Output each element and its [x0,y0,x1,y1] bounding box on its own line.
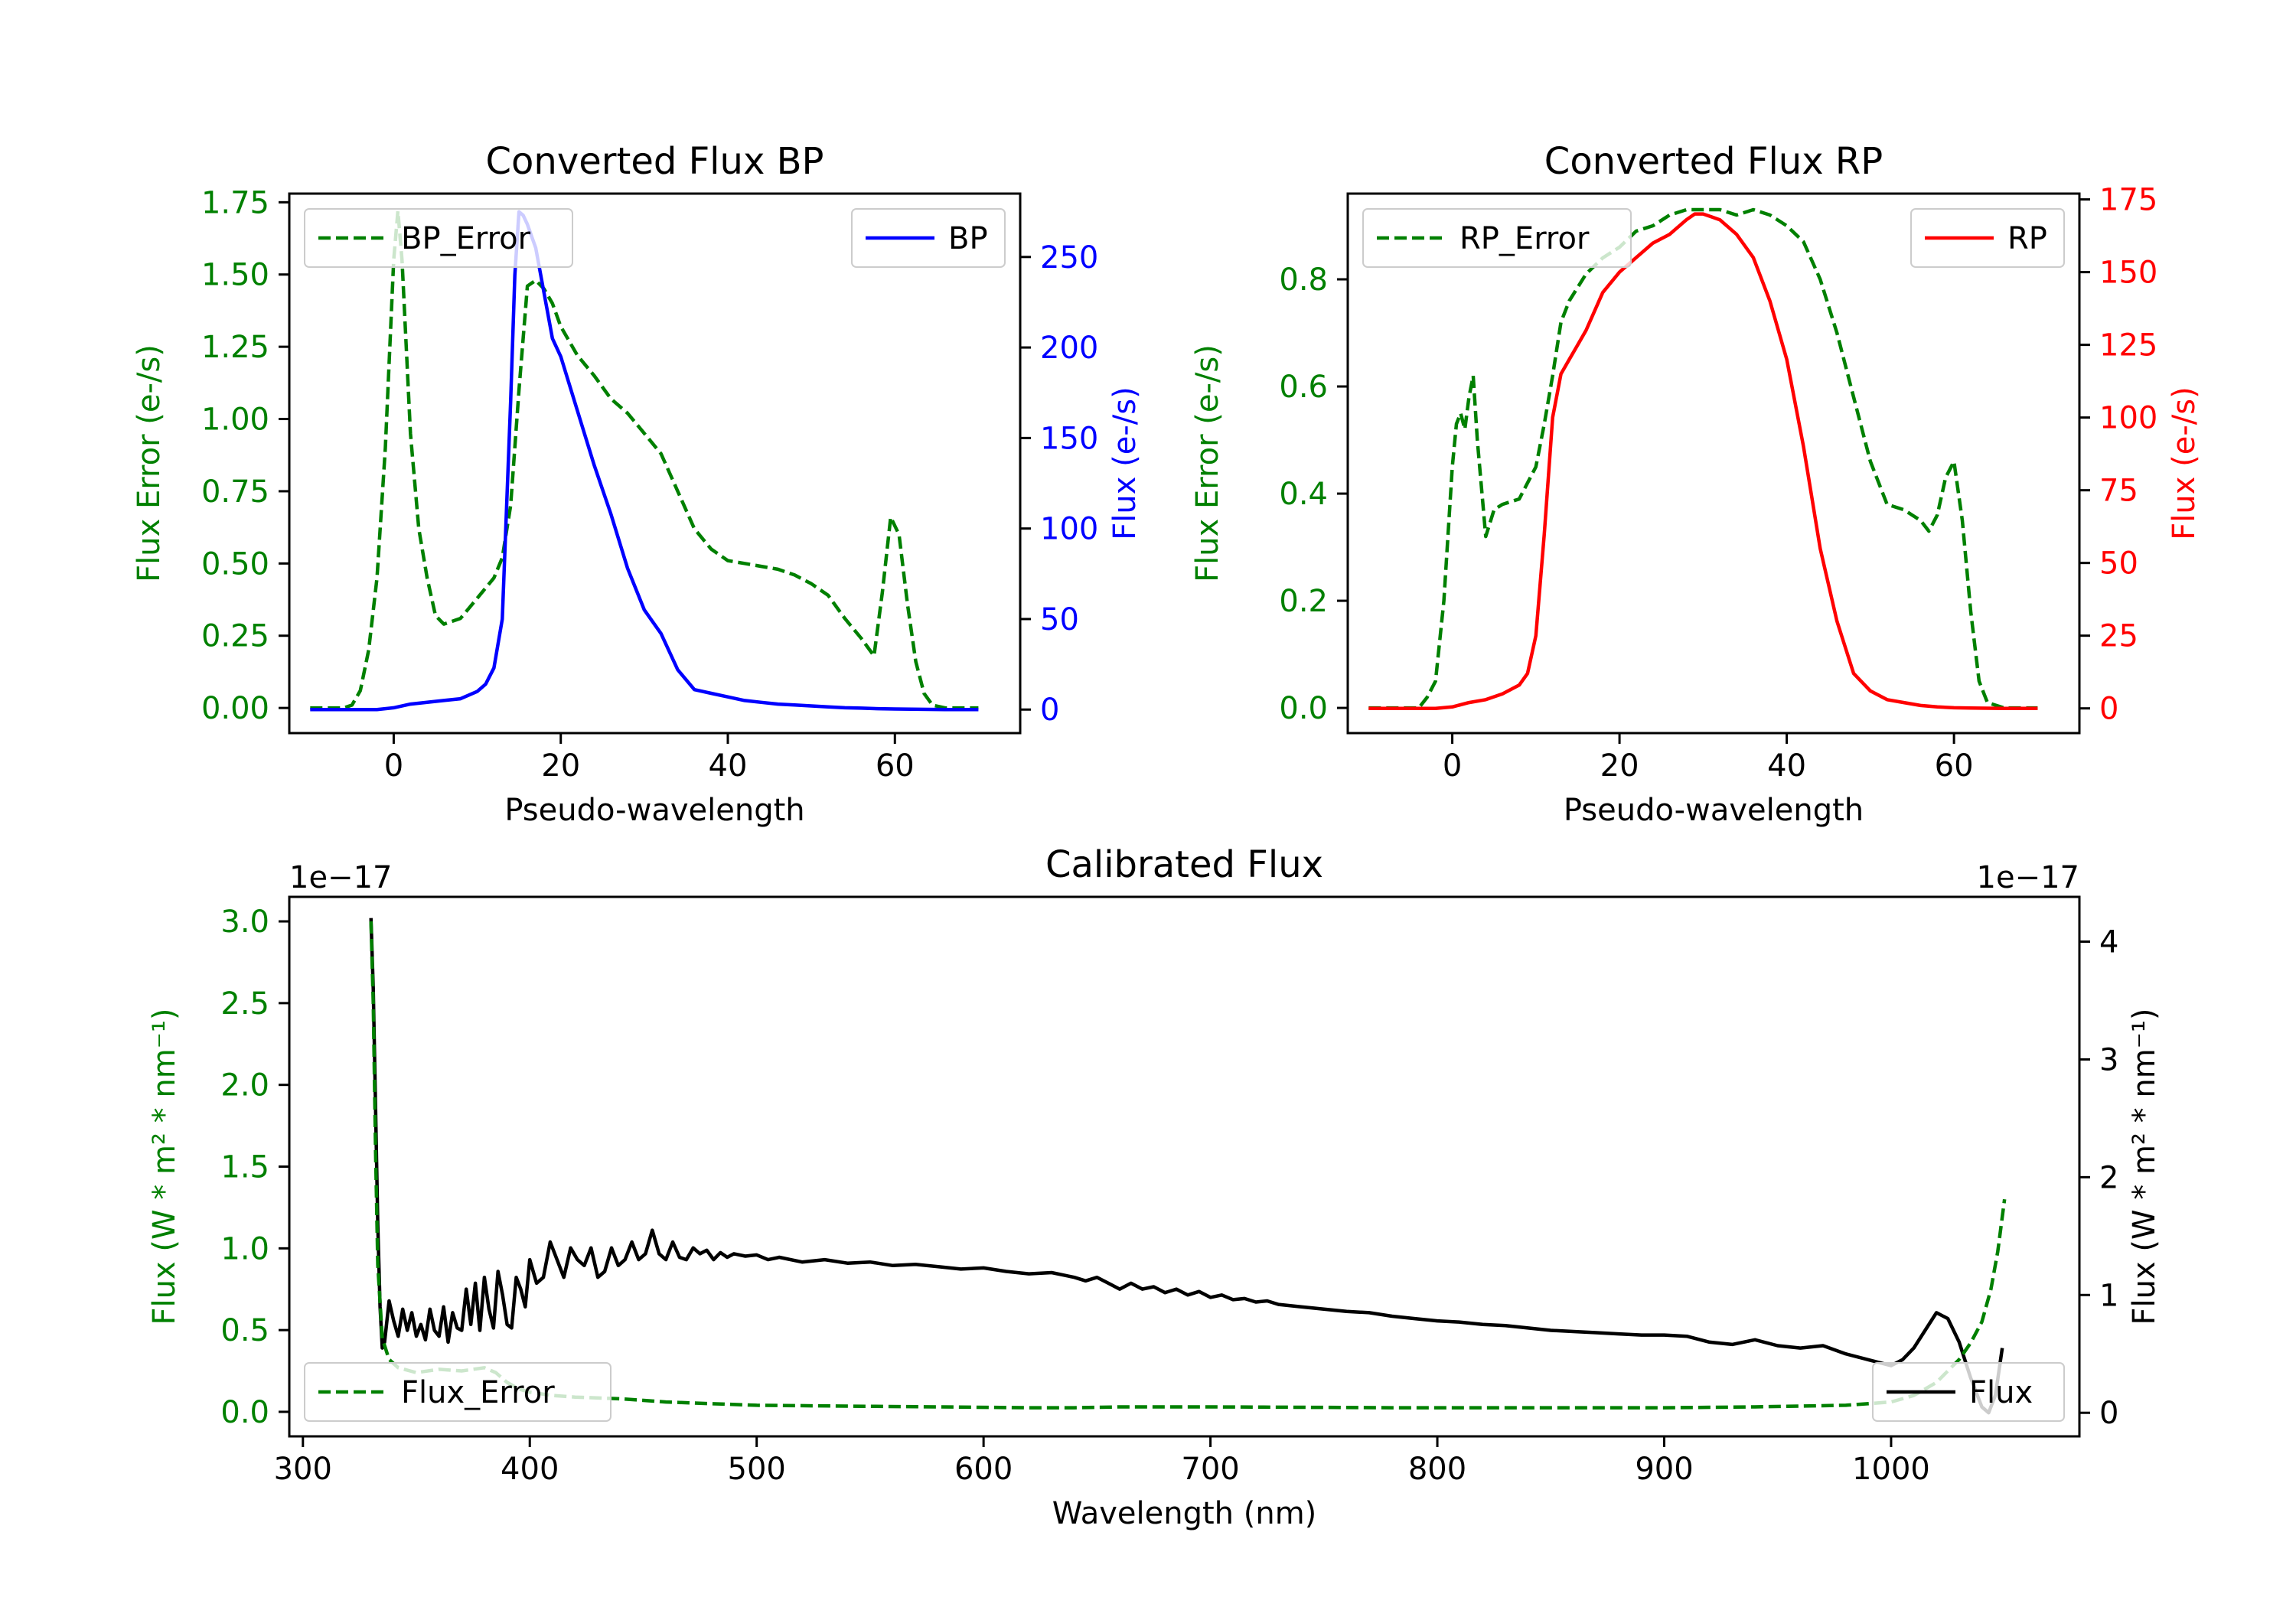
left-y-axis-label: Flux Error (e-/s) [1190,344,1225,582]
legend-box [1872,1362,2065,1422]
chart-title: Converted Flux RP [1544,140,1883,183]
x-tick-label: 60 [876,748,915,784]
legend-bp-error: BP_Error [304,208,573,268]
series-line-bp [310,210,979,712]
x-tick-label: 0 [384,748,403,784]
left-y-tick-label: 3.0 [220,905,269,940]
chart-panel-1: 0 20 40 60 0.00 0.25 0.50 0.75 1.00 1.25 1.50 1.75 0… [132,140,1143,828]
chart-panel-2: 0 20 40 60 0.0 0.2 0.4 0.6 0.8 0 25 50 75 100 125 150 17… [1190,140,2202,828]
right-y-axis-label: Flux (e-/s) [1107,386,1143,539]
left-y-tick-label: 0.25 [201,619,269,654]
x-tick-label: 40 [1767,748,1806,784]
chart-panel-3: 300 400 500 600 700 800 900 1000 0.0 0.5 1.0 1.5 2.0… [147,843,2162,1531]
chart-title: Calibrated Flux [1045,843,1323,886]
right-y-tick-label: 150 [2099,256,2157,291]
x-tick-label: 20 [541,748,580,784]
x-axis-label: Pseudo-wavelength [504,793,804,828]
right-y-tick-label: 0 [2099,692,2118,727]
right-y-tick-label: 125 [2099,328,2157,363]
right-y-tick-label: 0 [2099,1396,2118,1431]
left-y-tick-label: 0.50 [201,546,269,582]
legend-label: Flux_Error [401,1375,555,1410]
left-y-tick-label: 0.8 [1279,262,1328,298]
x-tick-label: 40 [709,748,748,784]
right-y-tick-label: 50 [1040,602,1079,637]
plot-frame [288,192,1022,735]
right-scale-label: 1e−17 [1977,860,2079,895]
left-y-tick-label: 0.0 [1279,691,1328,726]
right-y-tick-label: 150 [1040,421,1098,456]
legend-rp-error: RP_Error [1362,208,1632,268]
legend-box [304,1362,612,1422]
legend-flux-error: Flux_Error [304,1362,612,1422]
x-tick-label: 900 [1635,1452,1693,1487]
series-line-rp-error [1368,207,2038,710]
left-y-axis-label: Flux (W * m² * nm⁻¹) [147,1009,182,1325]
x-tick-label: 60 [1935,748,1974,784]
series-line-rp [1368,212,2038,710]
x-tick-label: 20 [1600,748,1639,784]
legend-flux: Flux [1872,1362,2065,1422]
chart-title: Converted Flux BP [486,140,824,183]
x-tick-label: 400 [501,1452,559,1487]
left-y-tick-label: 0.2 [1279,584,1328,619]
right-y-tick-label: 1 [2099,1278,2118,1313]
left-y-tick-label: 0.4 [1279,477,1328,512]
x-axis-label: Pseudo-wavelength [1564,793,1864,828]
left-y-tick-label: 2.5 [220,986,269,1022]
right-y-tick-label: 2 [2099,1160,2118,1195]
legend-label: BP_Error [401,221,531,256]
x-tick-label: 800 [1408,1452,1466,1487]
right-y-tick-label: 25 [2099,619,2138,654]
right-y-axis-label: Flux (e-/s) [2167,386,2202,539]
right-y-tick-label: 175 [2099,183,2157,218]
left-y-tick-label: 1.50 [201,258,269,293]
legend-rp: RP [1910,208,2065,268]
legend-label: RP_Error [1459,221,1590,256]
right-y-tick-label: 50 [2099,546,2138,582]
x-axis-label: Wavelength (nm) [1052,1496,1317,1531]
series-line-flux [369,918,2004,1415]
series-layer [1368,207,2038,710]
x-tick-label: 300 [274,1452,332,1487]
x-tick-label: 1000 [1852,1452,1930,1487]
plot-frame [1346,192,2081,735]
left-y-tick-label: 1.00 [201,403,269,438]
left-y-tick-label: 1.25 [201,330,269,365]
x-tick-label: 0 [1443,748,1462,784]
legend-box [304,208,573,268]
right-y-tick-label: 75 [2099,474,2138,509]
left-y-tick-label: 1.5 [220,1150,269,1185]
x-tick-label: 700 [1181,1452,1239,1487]
right-y-tick-label: 4 [2099,924,2118,960]
left-y-tick-label: 1.75 [201,185,269,220]
right-y-axis-label: Flux (W * m² * nm⁻¹) [2127,1009,2162,1325]
right-y-tick-label: 0 [1040,693,1059,728]
left-y-tick-label: 0.0 [220,1395,269,1430]
x-tick-label: 500 [728,1452,786,1487]
left-y-tick-label: 1.0 [220,1231,269,1266]
left-y-axis-label: Flux Error (e-/s) [132,344,167,582]
x-tick-label: 600 [954,1452,1013,1487]
right-y-tick-label: 100 [2099,401,2157,436]
left-y-tick-label: 0.00 [201,691,269,726]
left-scale-label: 1e−17 [289,860,392,895]
left-y-tick-label: 0.75 [201,474,269,510]
legend-label: RP [2007,221,2047,256]
left-y-tick-label: 0.6 [1279,370,1328,405]
legend-bp: BP [851,208,1006,268]
legend-label: Flux [1969,1375,2033,1410]
right-y-tick-label: 100 [1040,512,1098,547]
right-y-tick-label: 200 [1040,331,1098,366]
legend-label: BP [948,221,988,256]
right-y-tick-label: 3 [2099,1042,2118,1077]
left-y-tick-label: 0.5 [220,1313,269,1348]
left-y-tick-label: 2.0 [220,1068,269,1103]
right-y-tick-label: 250 [1040,240,1098,275]
legend-box [1362,208,1632,268]
